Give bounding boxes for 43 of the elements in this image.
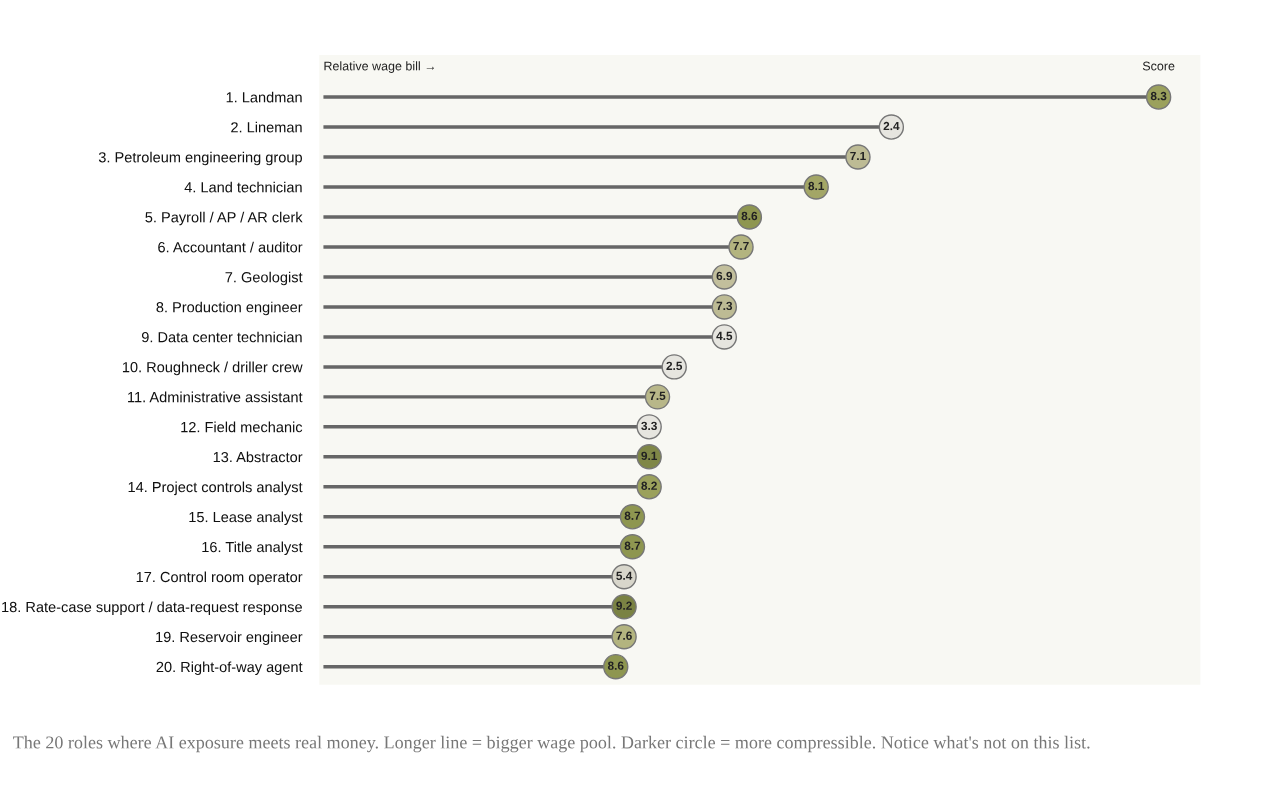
y-tick-label: 2. Lineman [231,121,302,133]
annotation: 2.4 [883,121,900,131]
y-tick-label: 12. Field mechanic [181,421,303,433]
y-tick-label: 11. Administrative assistant [128,391,303,403]
text: Relative wage bill → [324,61,435,73]
annotation: 3.3 [641,421,657,431]
annotation: 7.6 [616,631,632,640]
y-tick-label: 3. Petroleum engineering group [98,151,302,166]
y-tick-label: 5. Payroll / AP / AR clerk [145,211,303,226]
text: Score [1142,61,1175,71]
y-tick-label: 10. Roughneck / driller crew [122,361,303,376]
annotation: 8.2 [641,481,657,490]
annotation: 8.7 [624,511,641,520]
annotation: 4.5 [716,331,733,341]
annotation: 9.1 [641,451,658,460]
annotation: 8.7 [624,541,641,550]
y-tick-label: 1. Landman [226,91,302,103]
annotation: 7.5 [649,391,666,401]
y-tick-label: 14. Project controls analyst [128,481,303,496]
y-tick-label: 17. Control room operator [136,571,303,586]
annotation: 8.1 [808,181,825,191]
y-tick-label: 15. Lease analyst [189,511,303,526]
annotation: 8.3 [1150,91,1167,101]
y-tick-label: 13. Abstractor [213,451,303,463]
annotation: 8.6 [741,211,758,221]
y-tick-label: 16. Title analyst [202,541,303,556]
y-tick-label: 20. Right-of-way agent [156,661,303,676]
annotation: 5.4 [616,571,633,580]
annotation: 7.1 [850,151,866,161]
annotation: 7.3 [716,301,733,311]
annotation: 8.6 [607,661,624,670]
text: The 20 roles where AI exposure meets real money. Longer line = bigger wage pool. Darker circle = more compressible. Notice what's not on this list. [13,735,1090,753]
annotation: 7.7 [733,241,749,251]
annotation: 6.9 [716,271,733,281]
y-tick-label: 18. Rate-case support / data-request response [2,601,302,616]
y-tick-label: 19. Reservoir engineer [156,631,303,646]
annotation: 2.5 [666,361,683,371]
y-tick-label: 4. Land technician [184,181,302,193]
y-tick-label: 6. Accountant / auditor [158,241,303,253]
y-tick-label: 7. Geologist [225,271,303,286]
annotation: 9.2 [616,601,632,610]
y-tick-label: 9. Data center technician [141,331,302,343]
y-tick-label: 8. Production engineer [156,301,303,316]
